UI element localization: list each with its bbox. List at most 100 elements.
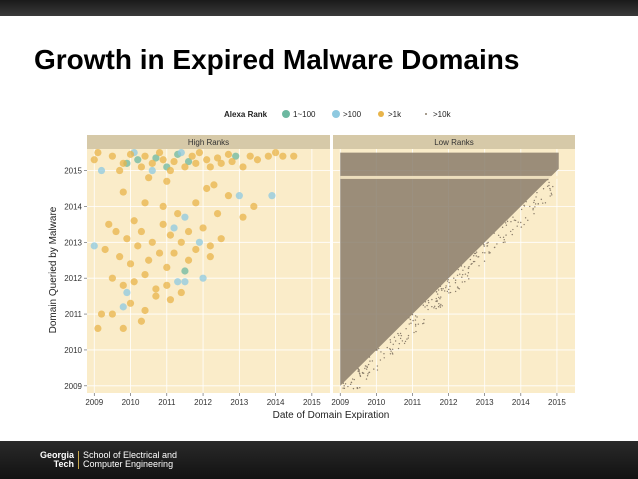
low-rank-dot [426,304,428,307]
low-rank-dot [440,303,442,306]
point-1k-3 [116,166,124,175]
logo-line-1: Georgia [40,450,75,460]
legend-marker-3 [425,113,427,115]
low-rank-dot [438,303,440,305]
low-rank-dot [368,371,370,374]
point-1k-65 [206,253,214,261]
point-1k-75 [126,299,135,307]
low-rank-dot [439,304,441,307]
low-rank-dot [470,263,472,265]
low-rank-dot [448,288,450,291]
low-rank-dot [365,378,368,380]
point-1k-57 [116,253,124,261]
point-100-6 [170,224,178,232]
x-tick-label-0-5: 2014 [267,398,285,407]
low-rank-dot [506,220,509,223]
point-100-7 [181,213,189,221]
low-rank-dot [458,288,461,290]
low-rank-dot [389,339,391,341]
low-rank-dot [415,330,417,333]
legend-marker-1 [332,110,340,118]
low-rank-dot [414,325,417,327]
low-rank-dot [424,306,426,308]
point-1k-19 [213,154,222,162]
point-1k-34 [141,199,149,207]
low-rank-dot [529,205,531,208]
point-100-5 [177,148,185,157]
low-rank-dot [383,353,385,355]
point-1k-49 [166,231,175,239]
point-1k-61 [155,249,164,257]
point-100-4 [148,166,156,175]
x-tick-label-0-2: 2011 [158,398,176,407]
slide-title: Growth in Expired Malware Domains [34,44,520,75]
point-1k-27 [271,148,280,157]
low-rank-dot [548,181,550,184]
low-rank-dot [542,202,544,204]
low-rank-dot [511,233,513,236]
low-rank-dot [527,219,529,222]
low-rank-dot [468,278,470,280]
low-rank-dot [344,383,347,385]
low-rank-dot [441,289,443,292]
point-1100-2 [152,154,160,162]
low-rank-dot [414,315,417,317]
low-rank-dot [546,185,549,187]
low-rank-dot [464,273,467,275]
low-rank-dot [399,337,402,340]
low-rank-dot [427,308,429,311]
low-rank-dot [422,322,424,325]
low-rank-dot [484,252,486,254]
point-1100-7 [181,267,189,275]
point-1k-38 [213,209,222,218]
low-rank-dot [535,196,537,198]
point-1k-28 [279,152,287,160]
point-1k-68 [130,278,138,286]
low-rank-dot [436,300,438,303]
y-tick-label-5: 2014 [64,202,82,211]
low-rank-dot [434,305,436,308]
low-rank-dot [523,223,525,226]
panel-strip-1 [333,135,575,149]
low-rank-dot [398,342,401,345]
point-1k-8 [148,159,156,167]
point-100-13 [119,303,127,311]
x-tick-label-1-1: 2010 [367,398,385,407]
logo-line-2: Tech [53,459,75,469]
x-tick-label-0-6: 2015 [303,398,321,407]
low-rank-dot [463,266,466,268]
low-rank-dot [389,353,392,355]
low-rank-dot [482,251,484,254]
point-100-14 [199,274,207,282]
low-rank-dot [443,290,446,292]
low-rank-dot [482,243,484,245]
low-rank-dot [453,277,455,279]
x-tick-label-1-6: 2015 [548,398,566,407]
low-rank-dot [548,184,550,187]
low-rank-dot [514,219,517,222]
x-tick-label-1-0: 2009 [331,398,349,407]
point-1k-11 [166,166,175,175]
point-1k-52 [192,245,200,254]
low-rank-dot [473,260,476,263]
panel-title-0: High Ranks [188,138,229,147]
low-rank-dot [413,331,415,334]
low-rank-dot [461,273,464,276]
low-rank-dot [406,338,408,340]
point-1k-48 [159,220,167,228]
low-rank-dot [347,385,349,388]
low-rank-dot [389,341,392,343]
low-rank-dot [475,255,477,257]
low-rank-dot [437,289,440,291]
footer-bar: Georgia Tech School of Electrical and Co… [0,441,638,479]
low-rank-dot [394,340,397,342]
y-axis-title: Domain Queried by Malware [48,206,59,333]
logo-wordmark: Georgia Tech [40,451,74,469]
low-rank-dot [407,337,410,339]
point-1k-76 [141,306,149,315]
low-rank-dot [399,332,402,335]
point-1k-62 [163,263,171,272]
low-rank-dot [472,260,475,263]
school-line-1: School of Electrical and [83,450,178,460]
school-line-2: Computer Engineering [83,459,174,469]
